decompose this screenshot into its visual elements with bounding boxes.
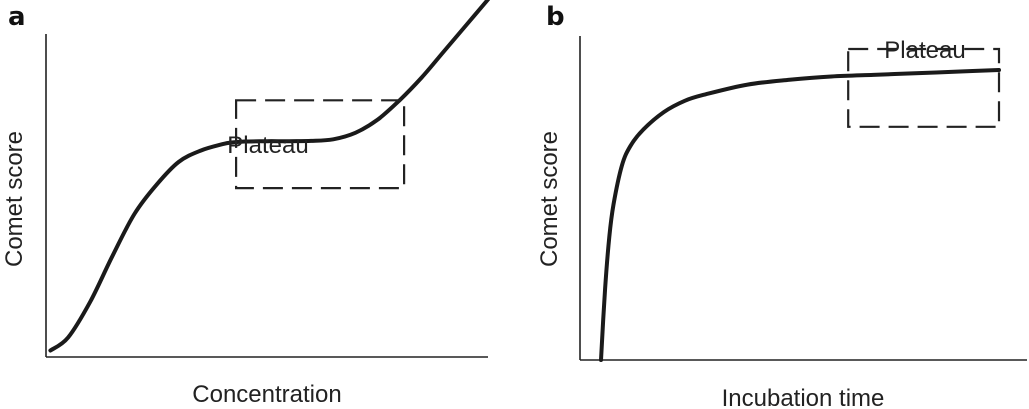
plateau-box-a [235, 99, 406, 190]
plateau-label-a: Plateau [227, 132, 308, 159]
plateau-box-b [847, 47, 1001, 128]
chart-panel-a: a Plateau Concentration Comet score [1, 0, 490, 408]
data-line-b [599, 68, 1001, 362]
chart-panel-b: b Plateau Incubation time Comet score [536, 2, 1027, 409]
x-axis-label-b: Incubation time [722, 385, 885, 409]
data-line-a [48, 0, 490, 353]
panel-label-b: b [546, 2, 565, 32]
y-axis-label-b: Comet score [536, 131, 563, 267]
plateau-label-b: Plateau [884, 37, 965, 64]
x-axis-label-a: Concentration [192, 381, 341, 408]
panel-label-a: a [8, 2, 26, 32]
y-axis-label-a: Comet score [1, 131, 28, 267]
